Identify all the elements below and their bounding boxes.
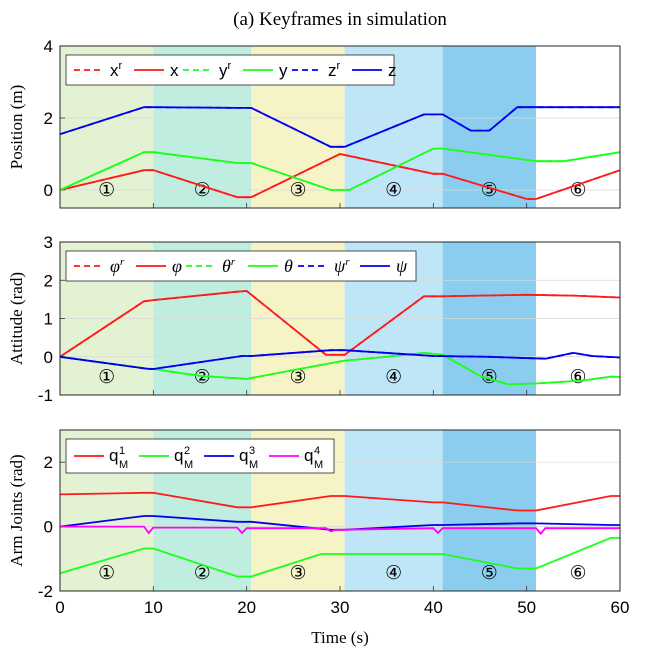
legend-ref-label: φr: [110, 256, 125, 276]
legend-label-sub: M: [119, 459, 128, 471]
legend-label: q: [174, 446, 183, 465]
y-tick-label: 1: [44, 310, 53, 329]
keyframe-label-4: ④: [385, 563, 402, 584]
legend-label-sup: 3: [249, 445, 255, 457]
legend-label-sup: 1: [119, 445, 125, 457]
y-axis-label: Position (m): [7, 85, 26, 170]
x-tick-label: 40: [424, 598, 443, 617]
keyframe-label-4: ④: [385, 180, 402, 201]
legend-label: ψ: [396, 256, 408, 276]
keyframe-label-6: ⑥: [569, 563, 586, 584]
y-tick-label: 0: [44, 181, 53, 200]
series-line-1: [59, 290, 621, 358]
legend-label-sup: 2: [184, 445, 190, 457]
legend: q 1M q 2M q 3M q 4M: [65, 438, 335, 474]
axes-frame: [59, 45, 621, 209]
legend-ref-label: xr: [110, 60, 123, 80]
legend-box: [65, 250, 417, 282]
y-tick-label: -1: [38, 386, 53, 405]
series-line-3: [59, 349, 621, 370]
keyframe-label-1: ①: [98, 367, 115, 388]
x-tick-label: 0: [55, 598, 64, 617]
panel-2: -1 0 1 2 3 ① ② ③ ④ ⑤ ⑥ Attitude (rad) φr φ θr θ ψr ψ: [7, 233, 621, 405]
legend-ref-label: yr: [219, 60, 232, 80]
keyframe-label-3: ③: [289, 367, 306, 388]
y-tick-label: 2: [44, 109, 53, 128]
legend: xr x yr y zr z: [65, 54, 397, 86]
keyframe-band-5: [442, 46, 536, 208]
legend-label: x: [170, 61, 179, 80]
keyframe-band-6: [536, 46, 620, 208]
y-axis-label: Attitude (rad): [7, 272, 26, 365]
keyframe-label-4: ④: [385, 367, 402, 388]
legend-ref-label: zr: [328, 60, 341, 80]
legend-label: θ: [284, 256, 293, 276]
legend-label-sub: M: [249, 459, 258, 471]
y-tick-label: 0: [44, 348, 53, 367]
y-tick-label: 2: [44, 271, 53, 290]
y-tick-label: 0: [44, 518, 53, 537]
axes-frame: [59, 429, 621, 592]
legend-label-sup: 4: [314, 445, 320, 457]
keyframe-label-6: ⑥: [569, 367, 586, 388]
x-axis-label: Time (s): [311, 628, 368, 647]
keyframe-label-5: ⑤: [481, 367, 498, 388]
x-tick-label: 10: [144, 598, 163, 617]
series-line-2: [59, 147, 621, 191]
y-tick-label: 3: [44, 233, 53, 252]
keyframe-label-3: ③: [289, 180, 306, 201]
keyframe-label-1: ①: [98, 563, 115, 584]
y-tick-label: 2: [44, 453, 53, 472]
legend-label: z: [388, 61, 397, 80]
x-tick-label: 50: [517, 598, 536, 617]
axes-frame: [59, 241, 621, 396]
keyframe-band-4: [344, 430, 443, 591]
legend-label: y: [279, 61, 288, 80]
series-line-1: [59, 491, 620, 512]
legend-label: q: [304, 446, 313, 465]
keyframe-label-1: ①: [98, 180, 115, 201]
legend-label: q: [109, 446, 118, 465]
x-tick-label: 20: [237, 598, 256, 617]
legend-box: [65, 54, 395, 86]
legend-label-sub: M: [314, 459, 323, 471]
y-axis-label: Arm Joints (rad): [7, 454, 26, 566]
legend: φr φ θr θ ψr ψ: [65, 250, 417, 282]
series-line-3: [59, 106, 620, 148]
y-tick-label: 4: [44, 37, 53, 56]
series-line-1: [59, 153, 621, 200]
legend-label: φ: [172, 256, 182, 276]
keyframe-label-2: ②: [194, 367, 211, 388]
legend-ref-label: θr: [222, 256, 236, 276]
keyframe-label-3: ③: [289, 563, 306, 584]
series-line-4: [60, 525, 620, 536]
y-tick-label: -2: [38, 582, 53, 601]
series-line-2: [59, 537, 620, 578]
legend-label: q: [239, 446, 248, 465]
figure-title: (a) Keyframes in simulation: [233, 9, 447, 30]
keyframe-label-5: ⑤: [481, 180, 498, 201]
legend-ref-label: ψr: [334, 256, 350, 276]
x-tick-label: 60: [611, 598, 630, 617]
legend-label-sub: M: [184, 459, 193, 471]
keyframe-band-6: [536, 430, 620, 591]
keyframe-label-2: ②: [194, 563, 211, 584]
keyframe-label-5: ⑤: [481, 563, 498, 584]
x-tick-label: 30: [331, 598, 350, 617]
